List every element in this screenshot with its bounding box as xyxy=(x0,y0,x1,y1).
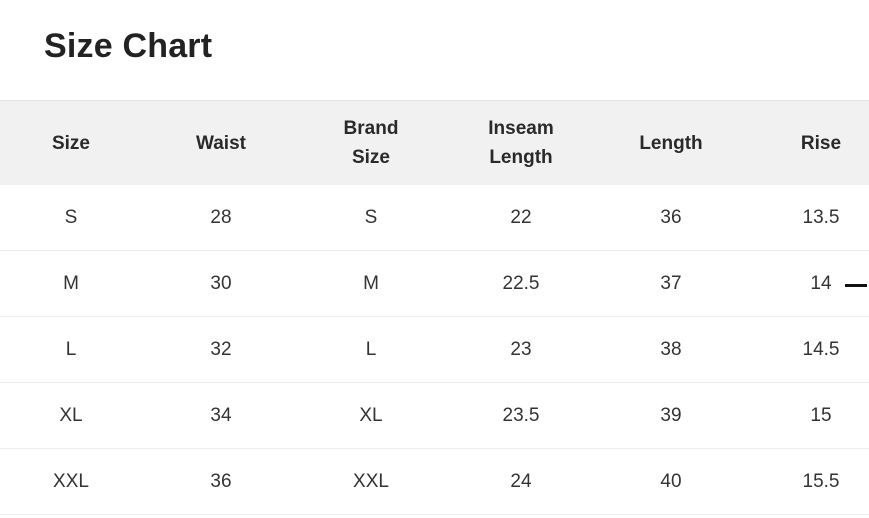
table-cell: 22.5 xyxy=(446,250,596,317)
cursor-mark xyxy=(845,284,867,287)
table-cell: XL xyxy=(0,382,146,449)
table-cell: 24 xyxy=(446,448,596,515)
column-header: Inseam Length xyxy=(446,100,596,185)
table-cell: S xyxy=(296,185,446,251)
table-cell: 34 xyxy=(146,382,296,449)
column-header: Brand Size xyxy=(296,100,446,185)
table-row: L 32 L 23 38 14.5 xyxy=(0,316,869,383)
table-row: M 30 M 22.5 37 14 xyxy=(0,250,869,317)
table-cell: 37 xyxy=(596,250,746,317)
table-row: XL 34 XL 23.5 39 15 xyxy=(0,382,869,449)
column-header: Size xyxy=(0,100,146,185)
table-cell: XXL xyxy=(296,448,446,515)
size-chart-table: Size Waist Brand Size Inseam Length Length Rise… xyxy=(0,100,869,515)
column-header-label: Brand xyxy=(343,118,399,139)
table-cell: 15.5 xyxy=(746,448,869,515)
table-row: S 28 S 22 36 13.5 xyxy=(0,185,869,251)
table-cell: 36 xyxy=(596,185,746,251)
column-header-label: Size xyxy=(351,147,391,168)
column-header: Rise xyxy=(746,100,869,185)
table-cell: M xyxy=(296,250,446,317)
table-cell: L xyxy=(0,316,146,383)
table-cell: 22 xyxy=(446,185,596,251)
table-cell: XXL xyxy=(0,448,146,515)
table-cell: M xyxy=(0,250,146,317)
column-header-label: Waist xyxy=(196,132,246,154)
column-header-label: Inseam xyxy=(488,118,554,139)
table-cell: 38 xyxy=(596,316,746,383)
column-header: Waist xyxy=(146,100,296,185)
column-header: Length xyxy=(596,100,746,185)
page-title: Size Chart xyxy=(44,27,213,65)
table-cell: 14.5 xyxy=(746,316,869,383)
table-cell: 36 xyxy=(146,448,296,515)
table-cell: L xyxy=(296,316,446,383)
table-cell: 32 xyxy=(146,316,296,383)
table-header-row: Size Waist Brand Size Inseam Length Length Rise xyxy=(0,100,869,185)
table-cell: 30 xyxy=(146,250,296,317)
table-cell: 28 xyxy=(146,185,296,251)
column-header-label: Length xyxy=(489,147,553,168)
table-cell: 40 xyxy=(596,448,746,515)
column-header-label: Length xyxy=(639,132,703,154)
column-header-label: Rise xyxy=(800,132,842,154)
table-cell: 23 xyxy=(446,316,596,383)
table-cell: 23.5 xyxy=(446,382,596,449)
table-cell: XL xyxy=(296,382,446,449)
table-cell: 14 xyxy=(746,250,869,317)
table-cell: 39 xyxy=(596,382,746,449)
column-header-label: Size xyxy=(51,132,91,154)
table-cell: 13.5 xyxy=(746,185,869,251)
table-cell: S xyxy=(0,185,146,251)
table-row: XXL 36 XXL 24 40 15.5 xyxy=(0,448,869,515)
table-cell: 15 xyxy=(746,382,869,449)
